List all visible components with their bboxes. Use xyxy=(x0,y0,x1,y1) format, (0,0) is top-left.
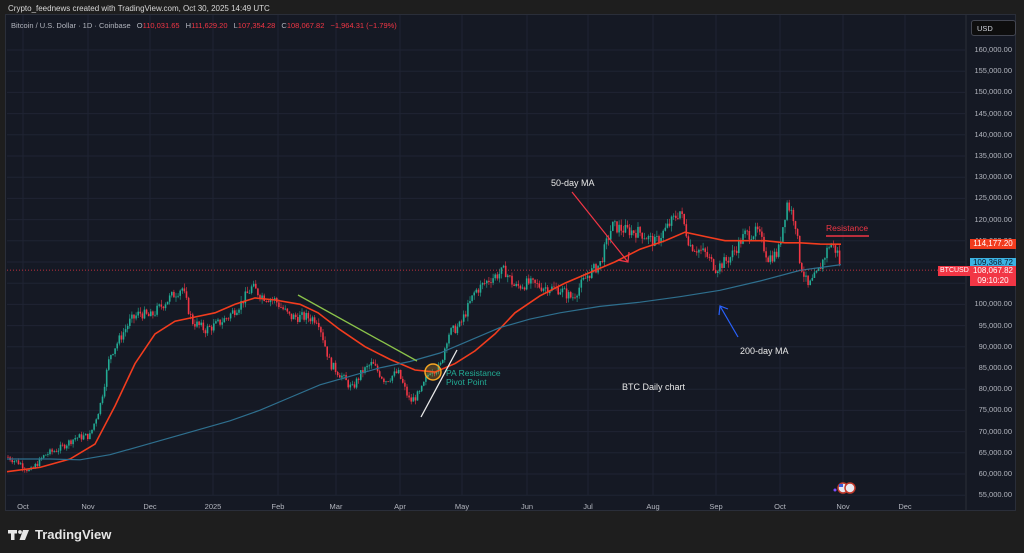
time-axis-label: Nov xyxy=(81,502,95,511)
chart-caption: Crypto_feednews created with TradingView… xyxy=(8,4,270,13)
last-price: 108,067.82 xyxy=(972,266,1014,275)
tradingview-logo-icon xyxy=(8,529,29,540)
ma50-line xyxy=(6,231,842,473)
time-axis-label: Oct xyxy=(774,502,786,511)
price-axis-label: 140,000.00 xyxy=(974,129,1012,139)
price-axis-label: 150,000.00 xyxy=(974,87,1012,97)
time-axis-label: Oct xyxy=(17,502,29,511)
ma200-arrow xyxy=(719,305,739,338)
ma200-annotation: 200-day MA xyxy=(740,346,789,356)
time-axis-label: Jun xyxy=(520,502,534,511)
us-event-flag-icon xyxy=(844,482,856,494)
price-axis-label: 135,000.00 xyxy=(974,151,1012,160)
downtrend-line xyxy=(297,294,418,362)
open-value: 110,031.65 xyxy=(142,21,180,30)
price-axis-label: 145,000.00 xyxy=(974,108,1012,118)
high-value: 111,629.20 xyxy=(191,21,228,30)
ma50-price-tag: 114,177.20 xyxy=(970,239,1016,249)
price-axis-label: 90,000.00 xyxy=(978,341,1012,351)
time-axis-label: Dec xyxy=(898,502,912,511)
time-axis-label: Mar xyxy=(329,502,343,511)
last-price-tag: 108,067.82 09:10:20 xyxy=(970,266,1016,286)
resistance-annotation: Resistance xyxy=(826,223,869,233)
price-axis-label: 65,000.00 xyxy=(978,447,1012,457)
chart-title-annotation: BTC Daily chart xyxy=(622,382,686,392)
time-axis-label: Dec xyxy=(143,502,157,511)
price-axis-label: 55,000.00 xyxy=(978,490,1012,500)
time-axis-label: Nov xyxy=(836,502,850,511)
time-axis-label: Sep xyxy=(709,502,723,511)
pa-resistance-annotation: PA Resistance Pivot Point xyxy=(446,368,501,387)
symbol-legend: Bitcoin / U.S. Dollar · 1D · Coinbase O1… xyxy=(11,21,397,30)
time-axis-label: Aug xyxy=(646,502,660,511)
time-axis-label: Apr xyxy=(394,502,406,511)
symbol-tag: BTCUSD xyxy=(938,266,971,276)
price-axis-label: 70,000.00 xyxy=(978,426,1012,436)
close-value: 108,067.82 xyxy=(286,21,325,30)
ma50-arrow xyxy=(571,191,629,263)
currency-button[interactable]: USD xyxy=(971,20,1016,36)
price-axis-label: 120,000.00 xyxy=(974,214,1012,224)
time-axis-label: May xyxy=(454,502,470,511)
ma200-arrowhead xyxy=(718,305,729,316)
price-axis-label: 95,000.00 xyxy=(978,320,1012,330)
price-axis-label: 160,000.00 xyxy=(974,45,1012,54)
event-marker-dot xyxy=(833,488,837,492)
pivot-point-circle xyxy=(424,363,442,381)
symbol-name: Bitcoin / U.S. Dollar · 1D · Coinbase xyxy=(11,21,131,30)
price-axis-label: 125,000.00 xyxy=(974,193,1012,203)
change-value: −1,964.31 (−1.79%) xyxy=(330,21,397,30)
ma200-price-tag: 109,368.72 xyxy=(970,258,1016,268)
price-axis-label: 85,000.00 xyxy=(978,363,1012,372)
price-axis-label: 60,000.00 xyxy=(978,469,1012,478)
time-axis-label: 2025 xyxy=(204,502,222,511)
low-value: 107,354.28 xyxy=(237,21,276,30)
price-axis-label: 155,000.00 xyxy=(974,66,1012,76)
ma50-annotation: 50-day MA xyxy=(551,178,595,188)
ma50-arrowhead xyxy=(617,251,630,263)
time-axis-label: Feb xyxy=(271,502,285,511)
time-axis-label: Jul xyxy=(583,502,593,511)
bar-countdown: 09:10:20 xyxy=(977,276,1009,285)
price-axis-label: 80,000.00 xyxy=(978,384,1012,394)
breakout-trendline xyxy=(420,349,458,418)
price-axis-label: 100,000.00 xyxy=(974,299,1012,309)
tradingview-logo[interactable]: TradingView xyxy=(8,527,111,542)
tradingview-wordmark: TradingView xyxy=(35,527,112,542)
ma200-line xyxy=(7,264,842,461)
price-axis-label: 130,000.00 xyxy=(974,172,1012,182)
price-axis-label: 75,000.00 xyxy=(978,405,1012,415)
